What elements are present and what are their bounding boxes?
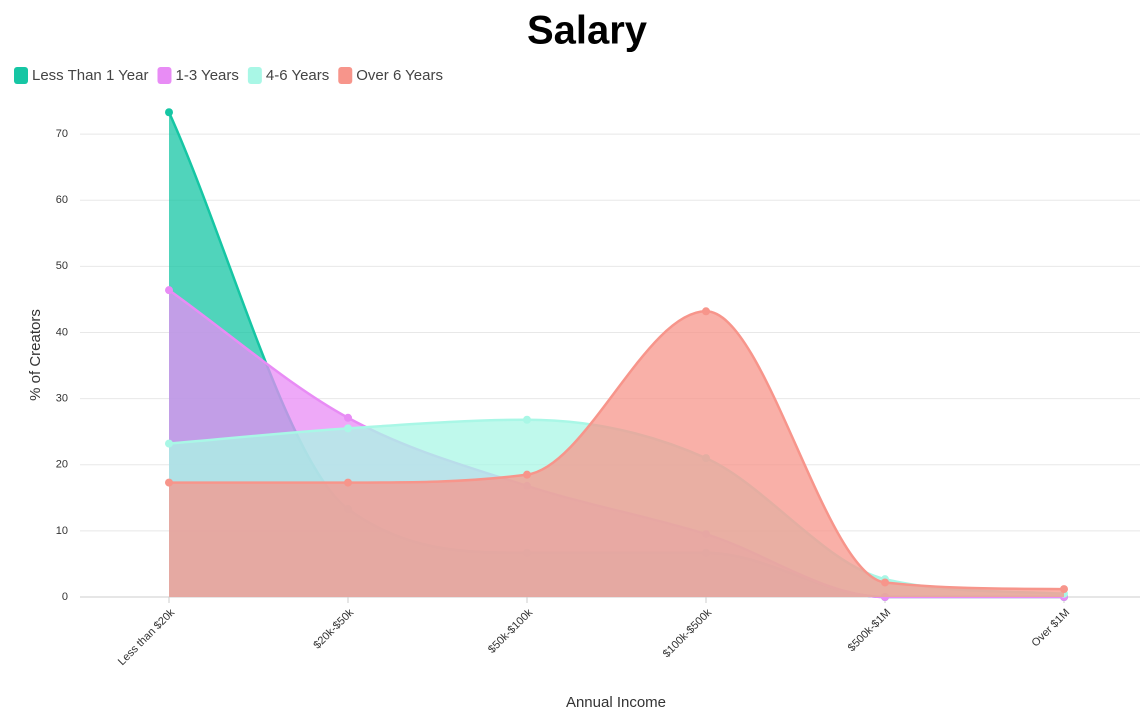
legend-swatch [14,67,28,84]
y-tick-label: 20 [56,459,68,471]
chart-title: Salary [527,9,648,53]
point [881,578,889,587]
point [344,478,352,487]
y-tick-label: 40 [56,326,68,338]
y-tick-label: 60 [56,194,68,206]
point [523,415,531,424]
legend-label: 4-6 Years [266,67,329,84]
x-tick-label: $500k-$1M [846,607,893,654]
legend-swatch [247,67,262,84]
legend-label: Over 6 Years [356,67,443,84]
point [344,424,352,433]
x-tick-label: Less than $20k [116,606,178,668]
point [165,439,173,448]
y-axis-label: % of Creators [27,309,44,401]
y-tick-label: 30 [56,393,68,405]
x-axis-label: Annual Income [566,694,666,711]
legend-swatch [338,67,353,84]
legend-label: Less Than 1 Year [32,67,148,84]
legend: Less Than 1 Year 1-3 Years 4-6 Years Over 6… [14,67,443,84]
x-tick-label: $20k-$50k [311,606,356,651]
y-tick-label: 50 [56,260,68,272]
x-tick-label: $50k-$100k [486,606,535,655]
y-tick-label: 10 [56,525,68,537]
point [702,307,710,316]
point [344,413,352,422]
y-tick-label: 0 [62,591,68,603]
x-tick-label: $100k-$500k [661,606,715,660]
point [165,478,173,487]
legend-swatch [157,67,172,84]
point [1060,585,1068,594]
legend-label: 1-3 Years [175,67,238,84]
point [523,470,531,479]
area [169,311,1064,597]
y-tick-label: 70 [56,128,68,140]
point [165,108,173,117]
x-tick-label: Over $1M [1030,607,1073,650]
point [165,286,173,295]
